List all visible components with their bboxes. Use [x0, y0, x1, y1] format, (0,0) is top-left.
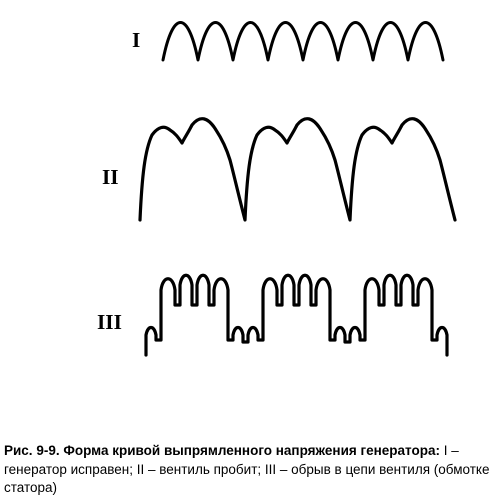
figure-page: I II III Рис. 9-9. Форма кривой выпрямле…	[0, 0, 500, 503]
row-label-1: I	[132, 28, 140, 53]
waveform-3-path	[146, 275, 447, 355]
figure-caption: Рис. 9-9. Форма кривой выпрямленного нап…	[4, 442, 496, 497]
caption-lead: Рис. 9-9. Форма кривой выпрямленного нап…	[4, 443, 440, 458]
waveform-2-path	[140, 119, 455, 220]
row-label-2: II	[102, 165, 119, 190]
waveform-1-svg	[158, 0, 458, 65]
waveform-3-svg	[138, 260, 458, 370]
waveform-2-svg	[130, 105, 460, 225]
row-label-3: III	[97, 310, 122, 335]
waveform-1-path	[163, 23, 443, 61]
